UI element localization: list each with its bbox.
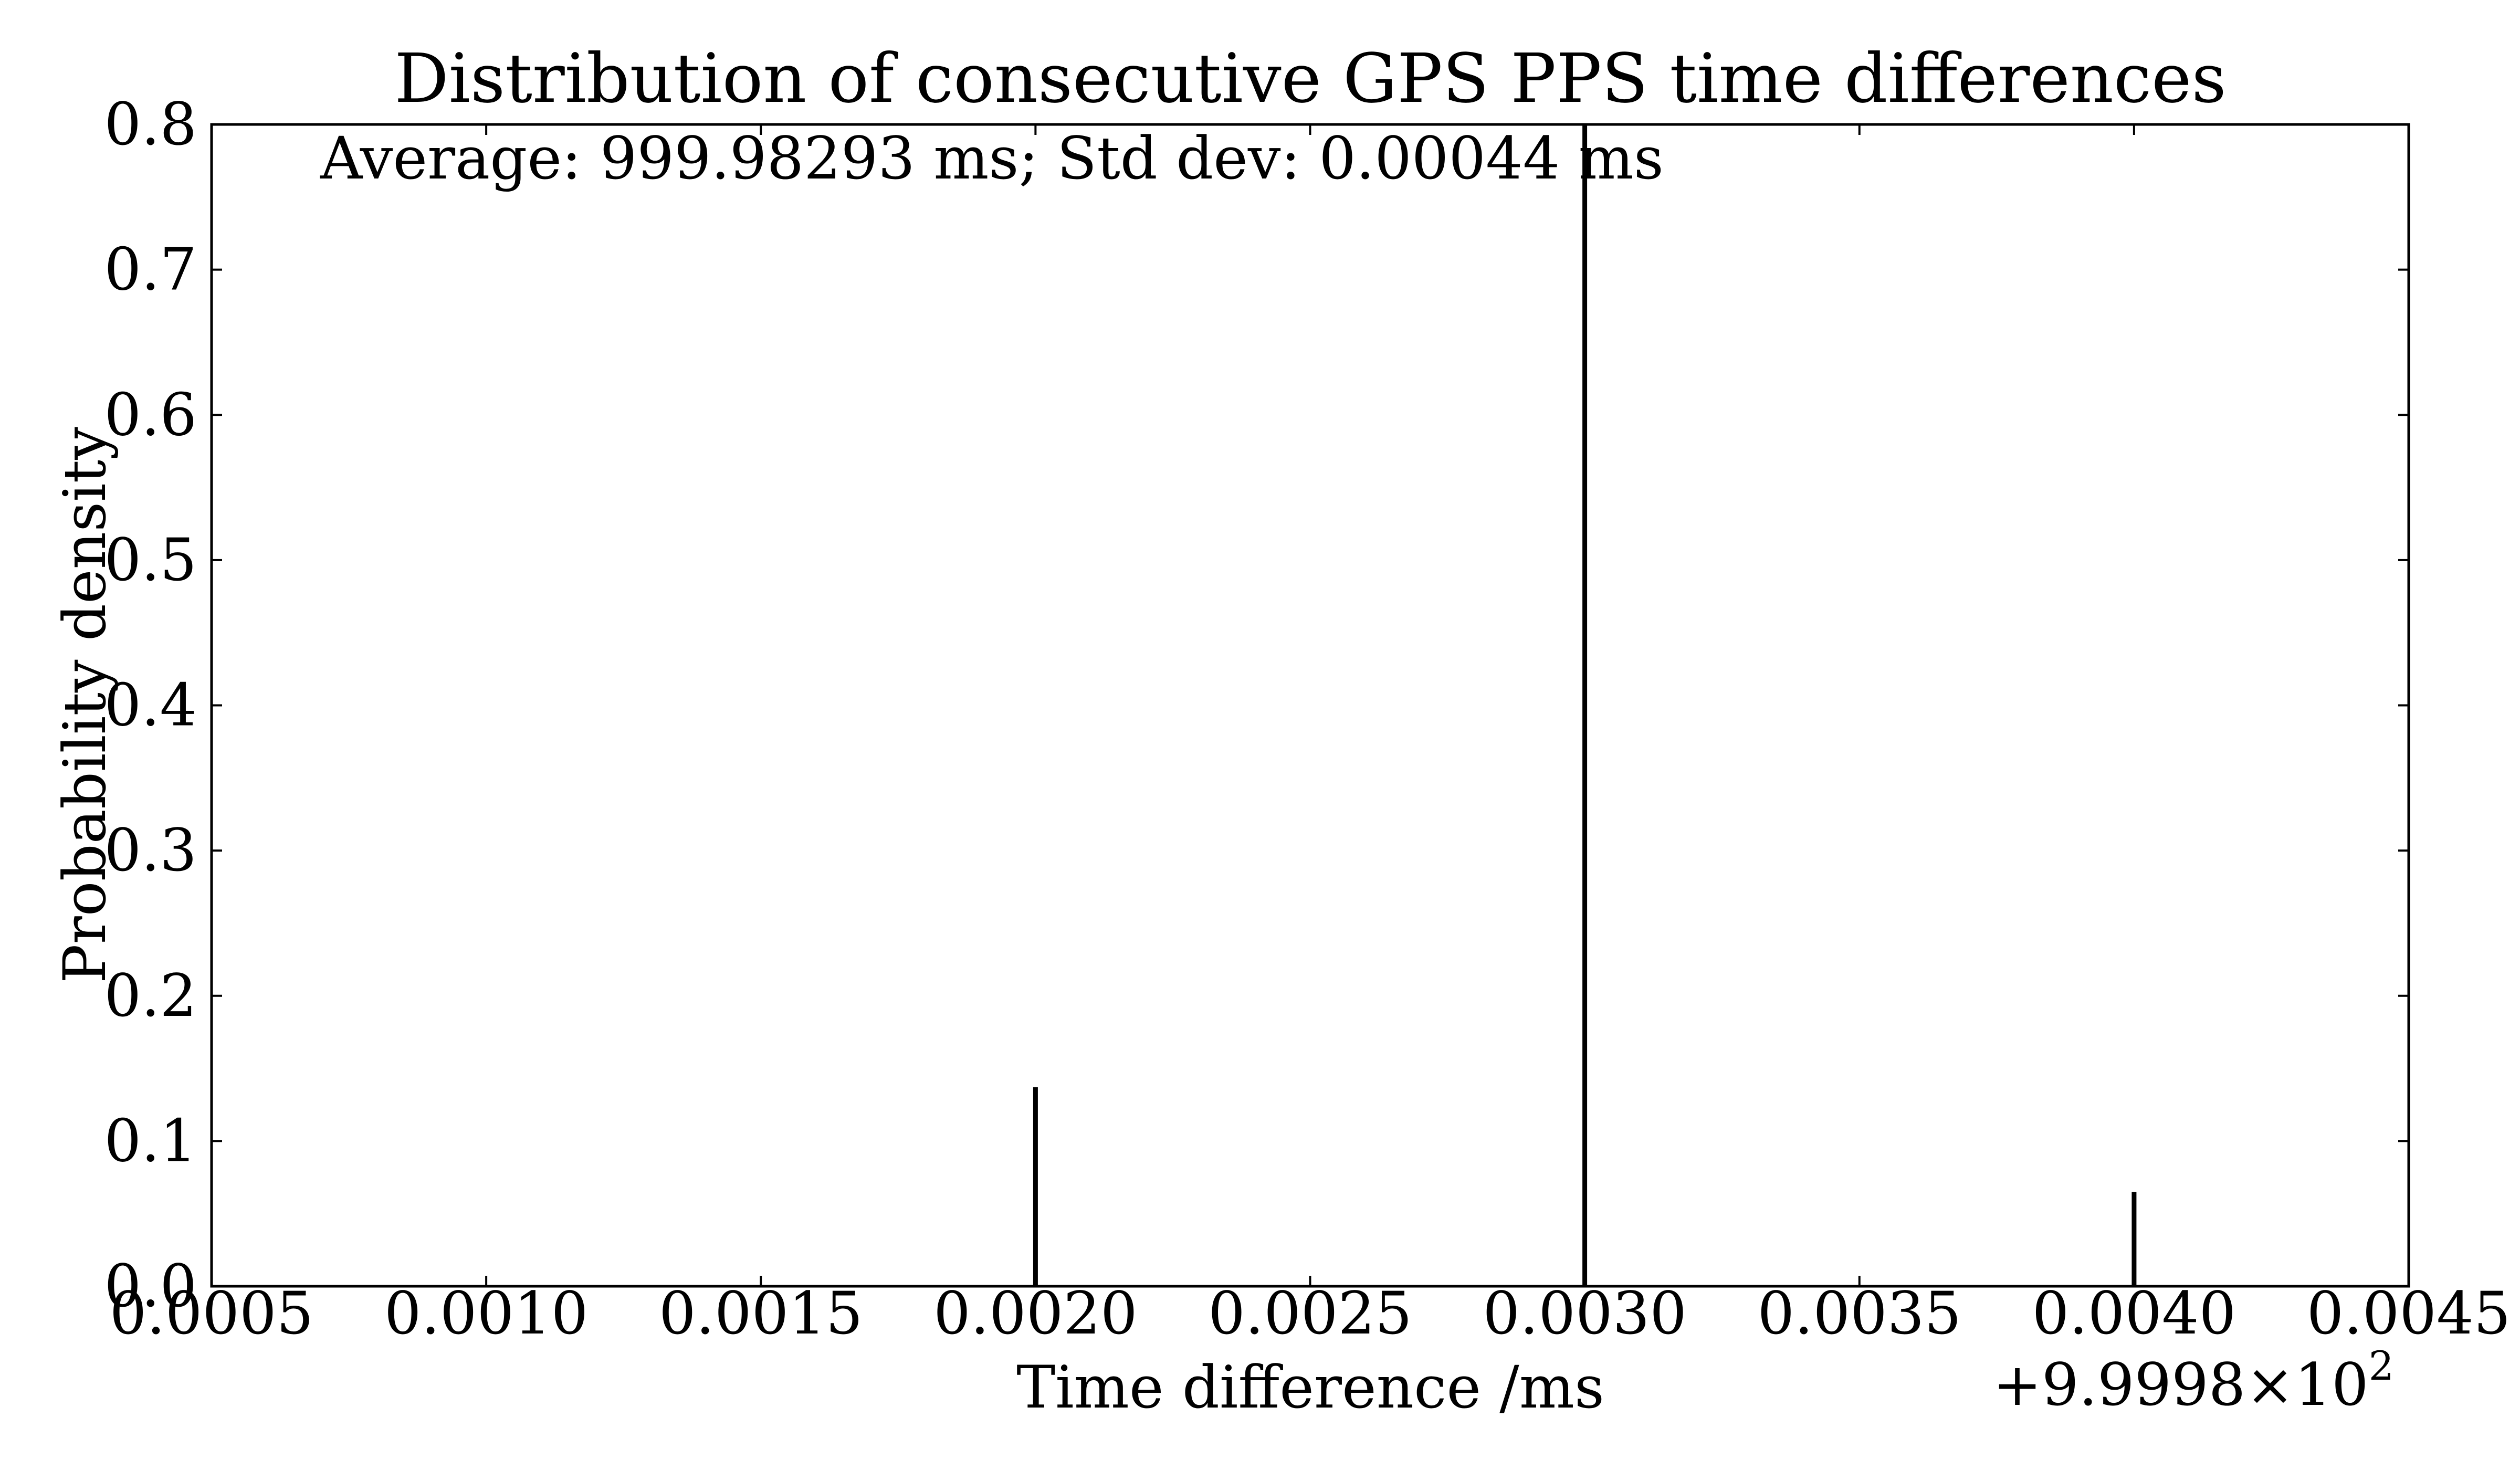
x-tick-label: 0.0010 (384, 1280, 588, 1348)
y-tick-label: 0.1 (104, 1107, 197, 1175)
x-tick-label: 0.0035 (1758, 1280, 1961, 1348)
x-axis-label: Time difference /ms (1016, 1354, 1604, 1422)
histogram-bar (2132, 1192, 2137, 1286)
x-axis-offset: +9.9998×102 (1993, 1342, 2394, 1419)
x-tick-label: 0.0015 (659, 1280, 863, 1348)
x-axis-offset-exponent: 2 (2369, 1342, 2394, 1389)
y-tick-label: 0.8 (104, 91, 197, 159)
y-axis-label: Probability density (51, 427, 119, 983)
y-tick-label: 0.2 (104, 962, 197, 1030)
histogram-bar (1033, 1087, 1038, 1286)
stats-annotation: Average: 999.98293 ms; Std dev: 0.00044 … (320, 125, 1664, 193)
plot-area-frame (210, 123, 2410, 1288)
x-ticks: 0.0005 0.0010 0.0015 0.0020 0.0025 0.0030 0.00… (110, 124, 2511, 1348)
x-tick-label: 0.0030 (1483, 1280, 1686, 1348)
x-axis-offset-base: +9.9998×10 (1993, 1351, 2369, 1419)
x-tick-label: 0.0040 (2032, 1280, 2236, 1348)
x-tick-label: 0.0005 (110, 1280, 313, 1348)
y-ticks: 0.0 0.1 0.2 0.3 0.4 0.5 0.6 0.7 0.8 (104, 91, 2409, 1320)
y-tick-label: 0.5 (104, 527, 197, 594)
y-tick-label: 0.6 (104, 381, 197, 449)
y-tick-label: 0.4 (104, 672, 197, 740)
y-tick-label: 0.0 (104, 1253, 197, 1320)
y-tick-label: 0.7 (104, 236, 197, 304)
histogram-bar (1582, 124, 1588, 1286)
y-tick-label: 0.3 (104, 817, 197, 885)
x-tick-label: 0.0025 (1208, 1280, 1412, 1348)
x-tick-label: 0.0020 (933, 1280, 1137, 1348)
x-tick-label: 0.0045 (2307, 1280, 2511, 1348)
bars-layer (1033, 124, 2137, 1286)
chart-title: Distribution of consecutive GPS PPS time… (394, 39, 2226, 118)
